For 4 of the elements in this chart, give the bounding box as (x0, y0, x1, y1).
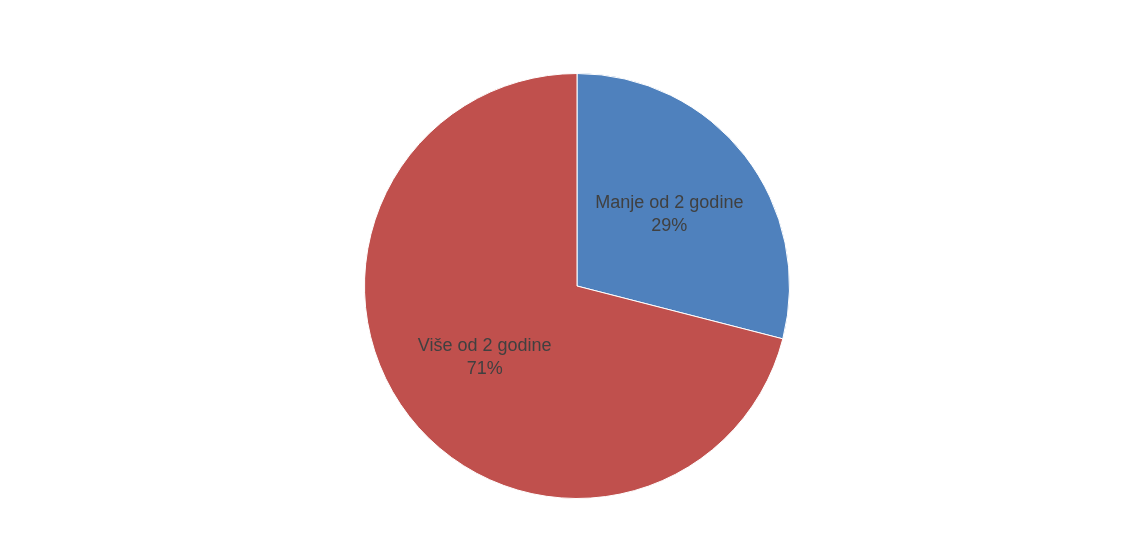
slice-label: Manje od 2 godine (595, 191, 744, 212)
slice-label: Više od 2 godine (417, 335, 552, 356)
data-label: 71% (466, 358, 503, 379)
data-label: 29% (651, 214, 688, 235)
